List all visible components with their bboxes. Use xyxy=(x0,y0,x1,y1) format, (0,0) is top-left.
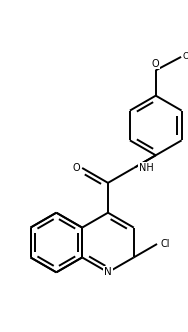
Text: OCH₃: OCH₃ xyxy=(183,52,188,61)
Text: O: O xyxy=(72,163,80,173)
Text: O: O xyxy=(152,59,160,69)
Text: N: N xyxy=(104,267,112,277)
Text: NH: NH xyxy=(139,163,153,173)
Text: Cl: Cl xyxy=(160,239,170,249)
